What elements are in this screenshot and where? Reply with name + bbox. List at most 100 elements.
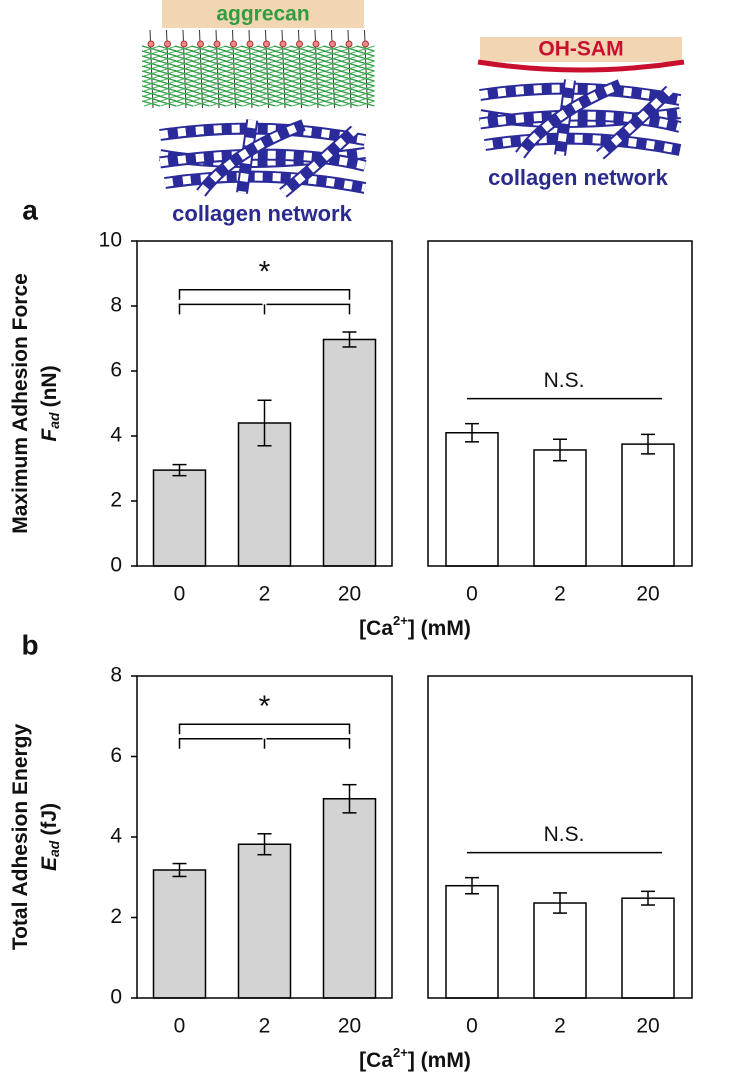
y-unit: (fJ) xyxy=(38,803,61,836)
x-axis-label: [Ca2+] (mM) xyxy=(359,613,471,639)
gag-chain xyxy=(160,50,177,57)
collagen-fiber xyxy=(164,170,367,194)
link-protein xyxy=(329,40,336,48)
gag-chain xyxy=(209,50,227,57)
collagen-band xyxy=(479,111,682,131)
gag-chain xyxy=(160,90,177,97)
gag-chain xyxy=(308,45,326,52)
gag-chain xyxy=(176,85,194,92)
gag-chain xyxy=(226,60,243,67)
panel-label: b xyxy=(21,629,38,660)
collagen-band xyxy=(479,84,681,104)
gag-chain xyxy=(176,60,194,67)
gag-chain xyxy=(308,70,326,77)
collagen-band xyxy=(159,150,366,170)
gag-chain xyxy=(176,80,194,87)
gag-chain xyxy=(275,90,293,97)
gag-chain xyxy=(325,70,342,77)
bar xyxy=(322,798,377,999)
gag-chain xyxy=(325,100,342,107)
collagen-band xyxy=(484,134,681,154)
y-axis-label: Total Adhesion Energy xyxy=(9,724,32,951)
collagen-band xyxy=(516,81,622,158)
gag-chain xyxy=(259,45,276,52)
gag-chain xyxy=(259,90,276,97)
error-bar xyxy=(465,422,479,443)
gag-chain xyxy=(226,50,243,57)
gag-chain xyxy=(209,75,227,82)
gag-chain xyxy=(209,65,227,72)
gag-chain xyxy=(341,60,359,67)
gag-chain xyxy=(193,60,210,67)
gag-chain xyxy=(292,60,309,67)
link-protein xyxy=(180,40,188,48)
gag-chain xyxy=(358,60,375,67)
plot-frame xyxy=(427,675,693,999)
y-tick-label: 0 xyxy=(110,986,122,1009)
y-subscript: ad xyxy=(46,840,62,857)
gag-chain xyxy=(358,55,375,62)
gag-chain xyxy=(341,45,359,52)
gag-chain xyxy=(292,70,309,77)
y-tick-label: 8 xyxy=(110,664,122,687)
error-bar xyxy=(342,331,357,348)
gag-chain xyxy=(160,55,177,62)
gag-chain xyxy=(193,90,210,97)
significance-bracket xyxy=(178,289,351,315)
gag-chain xyxy=(176,95,194,102)
gag-chain xyxy=(325,55,342,62)
gag-chain xyxy=(358,80,375,87)
collagen-fiber xyxy=(596,85,675,160)
annotation: N.S. xyxy=(544,823,585,846)
gag-chain xyxy=(341,50,359,57)
link-protein xyxy=(362,40,369,48)
gag-chain xyxy=(275,55,293,62)
gag-chain xyxy=(308,90,326,97)
gag-chain xyxy=(226,65,243,72)
annotation: * xyxy=(259,690,271,723)
gag-chain xyxy=(160,95,177,102)
gag-chain xyxy=(242,55,260,62)
gag-chain xyxy=(292,50,309,57)
error-bar xyxy=(342,783,357,814)
gag-chain xyxy=(143,60,161,67)
x-axis-label: [Ca2+] (mM) xyxy=(359,1045,471,1071)
x-tick-label: 2 xyxy=(554,583,566,606)
y-tick-label: 10 xyxy=(99,229,122,252)
collagen-band xyxy=(197,121,305,196)
gag-chain xyxy=(341,90,359,97)
gag-chain xyxy=(193,55,210,62)
gag-chain xyxy=(176,75,194,82)
error-bar xyxy=(553,438,567,462)
gag-chain xyxy=(325,50,342,57)
gag-chain xyxy=(160,80,177,87)
error-bar xyxy=(641,890,655,906)
bar xyxy=(322,338,377,567)
gag-chain xyxy=(160,60,177,67)
gag-chain xyxy=(176,100,194,107)
x-label-end: ] (mM) xyxy=(408,1049,471,1072)
gag-chain xyxy=(292,75,309,82)
gag-chain xyxy=(259,60,276,67)
y-tick-label: 8 xyxy=(110,294,122,317)
gag-chain xyxy=(176,55,194,62)
gag-chain xyxy=(275,60,293,67)
error-bar xyxy=(172,862,187,878)
gag-chain xyxy=(193,75,210,82)
gag-chain xyxy=(226,55,243,62)
gag-chain xyxy=(193,50,210,57)
gag-chain xyxy=(193,45,210,52)
gag-chain xyxy=(160,45,177,52)
gag-chain xyxy=(193,70,210,77)
gag-chain xyxy=(292,85,309,92)
gag-chain xyxy=(209,45,227,52)
link-protein xyxy=(213,40,221,48)
plot-frame xyxy=(136,240,393,567)
bracket xyxy=(178,303,351,315)
gag-chain xyxy=(358,75,375,82)
y-unit: (nN) xyxy=(38,365,61,407)
gag-chain xyxy=(242,60,260,67)
bar xyxy=(621,443,675,567)
y-subscript: ad xyxy=(46,412,62,429)
